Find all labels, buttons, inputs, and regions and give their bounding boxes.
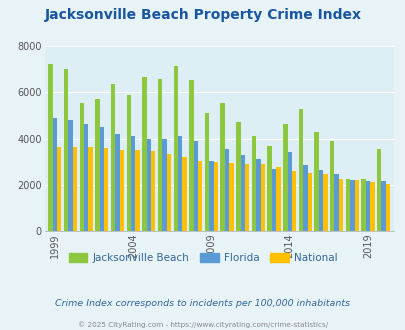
Bar bbox=[99, 127, 104, 231]
Bar bbox=[177, 136, 182, 231]
Bar bbox=[244, 164, 249, 231]
Bar bbox=[162, 139, 166, 231]
Bar bbox=[111, 84, 115, 231]
Bar bbox=[313, 132, 318, 231]
Bar bbox=[79, 103, 84, 231]
Bar bbox=[126, 95, 130, 231]
Bar bbox=[119, 150, 124, 231]
Bar bbox=[209, 160, 213, 231]
Bar bbox=[104, 148, 108, 231]
Bar bbox=[303, 165, 307, 231]
Bar bbox=[345, 179, 349, 231]
Bar bbox=[229, 163, 233, 231]
Bar bbox=[182, 157, 186, 231]
Bar bbox=[267, 146, 271, 231]
Bar bbox=[291, 171, 296, 231]
Bar bbox=[282, 123, 287, 231]
Bar bbox=[189, 80, 193, 231]
Bar bbox=[57, 147, 61, 231]
Bar bbox=[376, 149, 381, 231]
Bar bbox=[173, 66, 177, 231]
Bar bbox=[115, 134, 119, 231]
Bar bbox=[240, 155, 244, 231]
Bar bbox=[307, 173, 311, 231]
Bar bbox=[151, 151, 155, 231]
Bar bbox=[381, 181, 385, 231]
Bar bbox=[369, 182, 374, 231]
Bar bbox=[385, 183, 389, 231]
Bar bbox=[224, 149, 229, 231]
Bar bbox=[53, 118, 57, 231]
Bar bbox=[256, 159, 260, 231]
Legend: Jacksonville Beach, Florida, National: Jacksonville Beach, Florida, National bbox=[64, 249, 341, 267]
Bar bbox=[166, 154, 171, 231]
Bar bbox=[142, 77, 146, 231]
Bar bbox=[193, 141, 198, 231]
Bar bbox=[205, 113, 209, 231]
Bar bbox=[260, 164, 264, 231]
Bar bbox=[198, 160, 202, 231]
Bar bbox=[130, 136, 135, 231]
Bar bbox=[68, 120, 72, 231]
Bar bbox=[298, 109, 303, 231]
Bar bbox=[48, 63, 53, 231]
Bar bbox=[158, 79, 162, 231]
Bar bbox=[95, 99, 99, 231]
Bar bbox=[64, 69, 68, 231]
Bar bbox=[251, 136, 256, 231]
Bar bbox=[322, 174, 327, 231]
Bar bbox=[365, 181, 369, 231]
Bar bbox=[72, 147, 77, 231]
Bar bbox=[287, 152, 291, 231]
Bar bbox=[88, 147, 92, 231]
Bar bbox=[213, 162, 217, 231]
Bar bbox=[329, 141, 334, 231]
Bar bbox=[271, 169, 275, 231]
Bar bbox=[338, 179, 342, 231]
Bar bbox=[220, 103, 224, 231]
Bar bbox=[354, 180, 358, 231]
Bar bbox=[146, 139, 151, 231]
Text: Crime Index corresponds to incidents per 100,000 inhabitants: Crime Index corresponds to incidents per… bbox=[55, 299, 350, 308]
Bar bbox=[236, 122, 240, 231]
Bar bbox=[334, 174, 338, 231]
Bar bbox=[135, 150, 139, 231]
Bar bbox=[84, 123, 88, 231]
Text: © 2025 CityRating.com - https://www.cityrating.com/crime-statistics/: © 2025 CityRating.com - https://www.city… bbox=[78, 322, 327, 328]
Bar bbox=[318, 170, 322, 231]
Text: Jacksonville Beach Property Crime Index: Jacksonville Beach Property Crime Index bbox=[45, 8, 360, 22]
Bar bbox=[349, 180, 354, 231]
Bar bbox=[360, 179, 365, 231]
Bar bbox=[275, 168, 280, 231]
